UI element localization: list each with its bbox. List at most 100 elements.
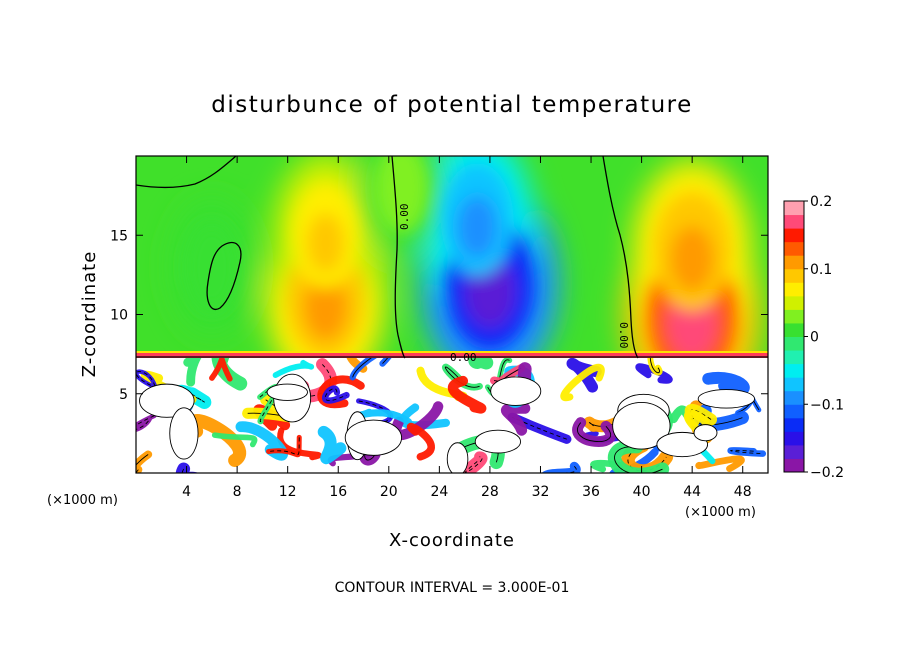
swirl-contour [650, 358, 660, 373]
swirl-contour [324, 388, 347, 401]
colorbar-swatch [784, 255, 804, 270]
x-tick-label: 20 [380, 484, 398, 500]
field-blob-core [670, 225, 714, 293]
x-tick-label: 36 [582, 484, 600, 500]
lower-field [136, 358, 768, 473]
colorbar [783, 200, 805, 473]
swirl-stroke [406, 422, 435, 461]
swirl-stroke [211, 432, 258, 448]
colorbar-swatch [784, 404, 804, 419]
y-tick-label: 10 [110, 308, 128, 324]
contour-label-interface: 0.00 [450, 351, 477, 364]
field-blob-core [304, 273, 348, 340]
swirl-stroke [209, 358, 233, 382]
colorbar-swatch [784, 241, 804, 256]
colorbar-tick-label: 0.2 [810, 194, 832, 210]
colorbar-swatch [784, 295, 804, 310]
swirl-contour [136, 454, 149, 473]
contour-left-closed [206, 241, 242, 310]
contour-zero-right [602, 155, 639, 359]
colorbar-swatch [784, 390, 804, 405]
colorbar-tick-label: −0.2 [810, 465, 844, 481]
contour-label-center: 0.00 [398, 204, 411, 231]
colorbar-swatch [784, 350, 804, 365]
colorbar-ticks: 0.2 0.1 0 −0.1 −0.2 [804, 194, 844, 481]
swirl-contour [577, 422, 612, 442]
swirl-contour [358, 400, 392, 427]
swirl-stroke [560, 363, 605, 402]
colorbar-swatch [784, 322, 804, 337]
swirl-stroke [317, 425, 347, 465]
swirl-stroke [183, 358, 202, 387]
colorbar-swatch [784, 458, 804, 473]
contour-zero-center [391, 155, 406, 359]
x-tick-label: 40 [633, 484, 651, 500]
swirl-island [344, 419, 403, 456]
colorbar-tick-label: 0.1 [810, 262, 832, 278]
swirl-stroke [272, 359, 315, 379]
swirl-island [612, 402, 671, 450]
x-tick-label: 12 [279, 484, 297, 500]
x-unit-label-left: (×1000 m) [47, 493, 118, 508]
x-tick-label: 44 [683, 484, 701, 500]
swirl-stroke [466, 358, 494, 370]
swirl-island [474, 429, 522, 454]
swirl-contour [136, 415, 155, 430]
x-tick-label: 16 [329, 484, 347, 500]
field-blob-core [196, 250, 227, 300]
colorbar-swatch [784, 309, 804, 324]
swirl-stroke [235, 421, 288, 461]
x-tick-label: 28 [481, 484, 499, 500]
x-tick-label: 32 [532, 484, 550, 500]
x-unit-label-right: (×1000 m) [685, 505, 756, 520]
field-blob-core [457, 195, 498, 259]
contour-lines [135, 155, 768, 359]
interface-band [136, 353, 768, 359]
colorbar-tick-label: 0 [810, 330, 819, 346]
field-blob-core [306, 213, 345, 274]
swirl-island [693, 424, 718, 442]
swirl-island [656, 431, 709, 458]
x-tick-label: 8 [233, 484, 242, 500]
swirl-island [697, 389, 755, 409]
swirl-stroke [448, 375, 487, 414]
colorbar-swatch [784, 214, 804, 229]
colorbar-swatch [784, 282, 804, 297]
x-ticks: 4 8 12 16 20 24 28 32 36 40 44 48 [182, 156, 752, 500]
x-axis-title: X-coordinate [389, 530, 515, 551]
swirl-contour [444, 366, 480, 388]
swirl-stroke [702, 371, 750, 396]
colorbar-swatch [784, 444, 804, 459]
swirl-island [490, 376, 542, 406]
colorbar-swatch [784, 228, 804, 243]
swirl-island [446, 442, 469, 473]
contour-label-right: 0.00 [617, 322, 630, 349]
colorbar-swatch [784, 268, 804, 283]
swirl-island [169, 407, 199, 460]
swirl-stroke [317, 375, 365, 409]
y-axis-title: Z-coordinate [79, 251, 100, 378]
swirl-island [266, 383, 308, 401]
y-tick-label: 5 [119, 387, 128, 403]
swirl-stroke [277, 427, 322, 461]
upper-field [136, 156, 768, 358]
swirl-contour [614, 446, 663, 473]
swirl-contour [464, 456, 483, 473]
x-tick-label: 4 [182, 484, 191, 500]
colorbar-swatch [784, 363, 804, 378]
x-tick-label: 48 [734, 484, 752, 500]
colorbar-swatch [784, 336, 804, 351]
swirl-contour [268, 437, 300, 456]
colorbar-swatch [784, 431, 804, 446]
colorbar-swatch [784, 201, 804, 216]
swirl-stroke [695, 455, 745, 473]
turbulent-swirls [136, 358, 767, 473]
y-ticks: 5 10 15 [110, 228, 768, 403]
colorbar-tick-label: −0.1 [810, 397, 844, 413]
colorbar-swatch [784, 377, 804, 392]
colorbar-swatch [784, 417, 804, 432]
contour-top-left [135, 155, 237, 189]
x-tick-label: 24 [430, 484, 448, 500]
contour-interval-footer: CONTOUR INTERVAL = 3.000E-01 [335, 580, 570, 596]
